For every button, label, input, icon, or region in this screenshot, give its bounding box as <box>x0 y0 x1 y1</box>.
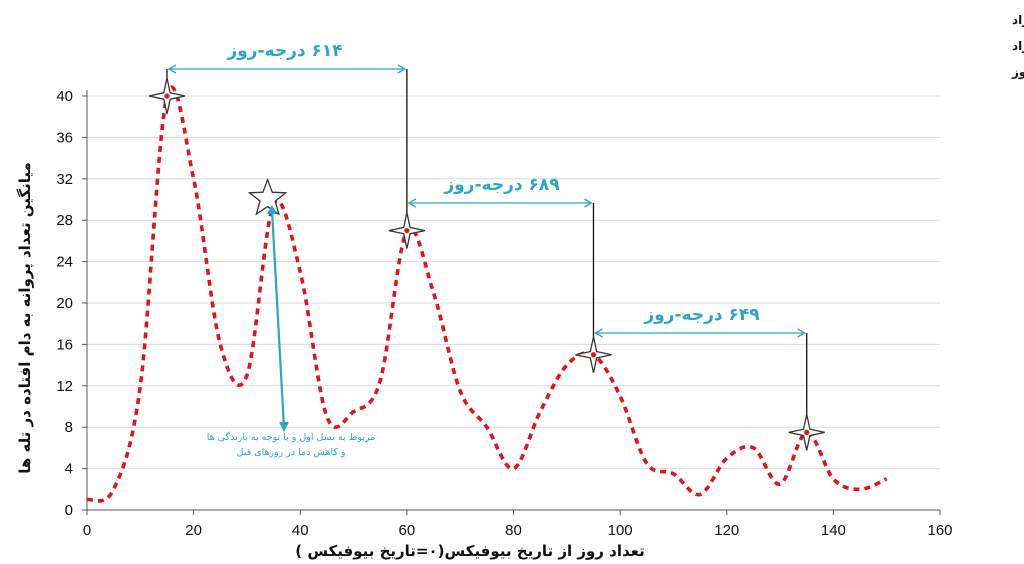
unit-text: واحد: درجه سانتی گراد <box>1012 39 1024 54</box>
x-tick-label: 100 <box>608 522 633 539</box>
note-line-2: و کاهش دما در روزهای قبل <box>237 447 346 458</box>
x-tick-label: 40 <box>292 522 309 539</box>
y-axis-title: میانگین تعداد پروانه به دام افتاده در تل… <box>16 162 35 474</box>
annotation-label: ۶۱۴ درجه-روز <box>226 41 342 61</box>
peak-star-marker <box>247 177 288 216</box>
peak-markers <box>148 77 825 451</box>
y-tick-label: 24 <box>56 254 73 271</box>
series-line <box>86 85 888 503</box>
axes <box>86 90 940 511</box>
y-tick-label: 12 <box>56 378 73 395</box>
annotation-arrow-head <box>167 64 177 74</box>
annotation-arrow-head <box>797 328 807 338</box>
x-tick-label: 120 <box>714 522 739 539</box>
mean-text: میانگین: ۶۵۰ درجه-روز <box>1011 65 1024 80</box>
y-tick-label: 20 <box>56 295 73 312</box>
y-tick-label: 16 <box>56 336 73 353</box>
annotation-arrow-head <box>584 198 593 208</box>
x-axis-title: تعداد روز از تاریخ بیوفیکس(۰=تاریخ بیوفی… <box>295 542 645 560</box>
grid <box>87 95 940 470</box>
info-block: دمای پایه: ۸/۴ درجه سانتی گراد واحد: درج… <box>1011 13 1024 80</box>
note-arrow-head-up <box>267 205 277 214</box>
y-tick-label: 0 <box>65 502 73 519</box>
series <box>86 85 888 503</box>
x-tick-labels: 0 20 40 60 80 100 120 140 160 <box>83 510 953 539</box>
x-tick-label: 20 <box>185 522 202 539</box>
x-tick-label: 80 <box>505 522 522 539</box>
x-tick-label: 0 <box>83 522 91 539</box>
y-tick-label: 40 <box>56 88 73 105</box>
peak-dot <box>404 227 410 234</box>
note: مربوط به نسل اول و با توجه به بارندگی ها… <box>207 205 376 458</box>
annotation-label: ۶۸۹ درجه-روز <box>443 175 560 195</box>
x-tick-label: 60 <box>399 522 416 539</box>
base-temp-text: دمای پایه: ۸/۴ درجه سانتی گراد <box>1012 13 1024 27</box>
annotation-arrow-head <box>594 328 603 338</box>
y-tick-label: 8 <box>65 419 73 436</box>
degree-day-annotations: ۶۱۴ درجه-روز ۶۸۹ درجه-روز ۶۴۹ درجه-روز <box>166 41 808 419</box>
annotation-arrow-head <box>397 64 407 74</box>
note-line-1: مربوط به نسل اول و با توجه به بارندگی ها <box>207 431 376 443</box>
peak-dot <box>164 93 170 99</box>
note-arrow-head-down <box>279 422 289 432</box>
annotation-label: ۶۴۹ درجه-روز <box>643 305 760 325</box>
y-tick-label: 32 <box>56 171 73 188</box>
x-tick-label: 160 <box>927 522 952 539</box>
y-tick-label: 36 <box>56 129 73 146</box>
annotation-arrow-head <box>407 198 417 208</box>
y-tick-label: 4 <box>65 461 73 478</box>
peak-dot <box>804 429 810 435</box>
y-tick-labels: 0 4 8 12 16 20 24 28 32 36 40 <box>56 88 87 519</box>
peak-dot <box>590 352 597 358</box>
y-tick-label: 28 <box>56 212 73 229</box>
note-arrow <box>270 209 286 429</box>
x-tick-label: 140 <box>821 522 846 539</box>
